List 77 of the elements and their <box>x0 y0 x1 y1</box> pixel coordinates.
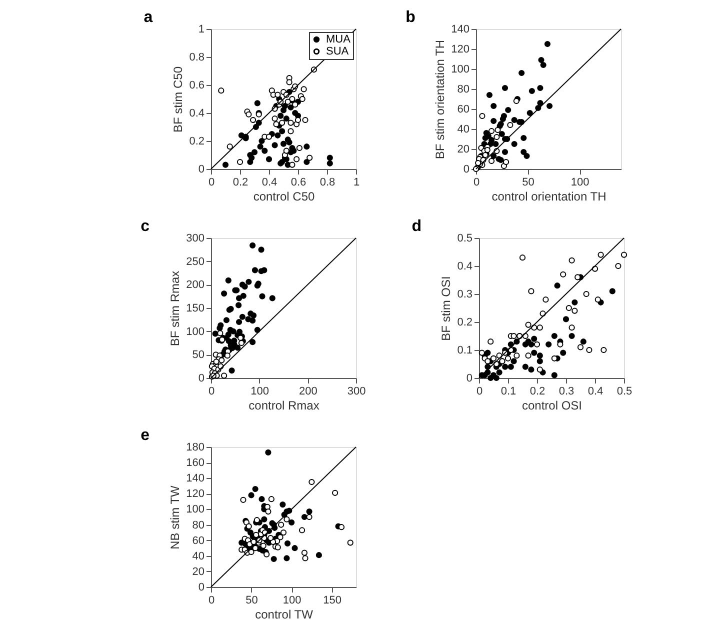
x-axis-title: control Rmax <box>248 398 320 412</box>
y-tick-label: 0 <box>198 164 204 176</box>
y-tick-label: 0.4 <box>457 260 472 272</box>
x-tick-label: 0.1 <box>500 386 516 398</box>
x-axis-title: control orientation TH <box>492 190 606 204</box>
x-tick-label: 100 <box>282 594 302 606</box>
y-tick-label: 120 <box>186 488 204 500</box>
x-tick-label: 50 <box>246 594 258 606</box>
y-tick-label: 0.2 <box>189 136 204 148</box>
y-tick-label: 80 <box>457 84 470 96</box>
x-tick-label: 0.5 <box>616 386 632 398</box>
y-tick-label: 0 <box>198 372 204 384</box>
y-tick-label: 100 <box>186 326 204 338</box>
y-tick-label: 150 <box>186 302 204 314</box>
y-tick-label: 0.5 <box>457 232 472 244</box>
y-tick-label: 60 <box>457 104 470 116</box>
x-tick-label: 50 <box>522 176 534 188</box>
y-tick-label: 0.1 <box>457 344 472 356</box>
chart-title: c <box>140 218 150 235</box>
y-tick-label: 20 <box>192 566 204 578</box>
x-tick-label: 0.2 <box>232 176 248 188</box>
x-tick-label: 100 <box>250 386 270 398</box>
y-axis-title: BF stim OSI <box>439 276 454 341</box>
y-tick-label: 50 <box>192 349 204 362</box>
x-tick-label: 0.8 <box>320 176 336 188</box>
y-tick-label: 60 <box>192 534 204 547</box>
x-tick-label: 0 <box>208 386 215 398</box>
y-tick-label: 40 <box>192 550 204 562</box>
legend-label: SUA <box>326 46 350 58</box>
x-tick-label: 0.4 <box>262 176 278 188</box>
y-tick-label: 0.2 <box>457 316 472 328</box>
x-tick-label: 0 <box>473 176 480 188</box>
y-tick-label: 40 <box>457 124 470 136</box>
x-tick-label: 0 <box>208 176 215 188</box>
chart-title: e <box>140 427 150 444</box>
x-tick-label: 0.3 <box>558 386 574 398</box>
x-tick-label: 300 <box>347 386 366 398</box>
chart-title: a <box>144 9 153 26</box>
x-tick-label: 100 <box>570 176 590 188</box>
y-tick-label: 0.8 <box>189 52 204 64</box>
y-tick-label: 1 <box>198 24 204 36</box>
y-tick-label: 0 <box>463 164 470 176</box>
x-axis-title: control TW <box>255 608 314 622</box>
y-tick-label: 0 <box>198 582 204 594</box>
x-axis-title: control OSI <box>522 398 582 412</box>
y-tick-label: 140 <box>451 24 470 36</box>
chart-title: b <box>406 9 416 26</box>
x-tick-label: 1 <box>353 176 360 188</box>
y-tick-label: 100 <box>186 504 204 516</box>
chart-title: d <box>412 218 422 235</box>
y-tick-label: 100 <box>451 64 470 76</box>
x-tick-label: 0.6 <box>290 176 306 188</box>
y-tick-label: 250 <box>186 256 204 268</box>
x-tick-label: 0 <box>476 386 483 398</box>
y-tick-label: 80 <box>192 519 204 532</box>
y-tick-label: 120 <box>451 44 470 56</box>
y-axis-title: NB stim TW <box>168 484 182 550</box>
x-tick-label: 0 <box>208 594 215 606</box>
x-tick-label: 150 <box>323 594 342 606</box>
y-tick-label: 200 <box>186 279 204 292</box>
y-tick-label: 0 <box>466 372 472 384</box>
y-axis-title: BF stim C50 <box>171 66 186 133</box>
x-tick-label: 200 <box>298 386 318 398</box>
x-tick-label: 0.4 <box>588 386 604 398</box>
y-axis-title: BF stim orientation TH <box>433 40 448 160</box>
x-axis-title: control C50 <box>253 190 316 204</box>
y-tick-label: 160 <box>186 457 204 470</box>
y-tick-label: 0.6 <box>189 80 204 92</box>
y-tick-label: 20 <box>457 144 470 156</box>
y-tick-label: 300 <box>186 232 204 244</box>
y-tick-label: 0.4 <box>189 108 204 120</box>
y-tick-label: 180 <box>186 442 204 454</box>
y-tick-label: 0.3 <box>457 288 472 300</box>
x-tick-label: 0.2 <box>530 386 546 398</box>
y-axis-title: BF stim Rmax <box>168 270 182 346</box>
legend-label: MUA <box>326 34 352 46</box>
y-tick-label: 140 <box>186 472 204 485</box>
